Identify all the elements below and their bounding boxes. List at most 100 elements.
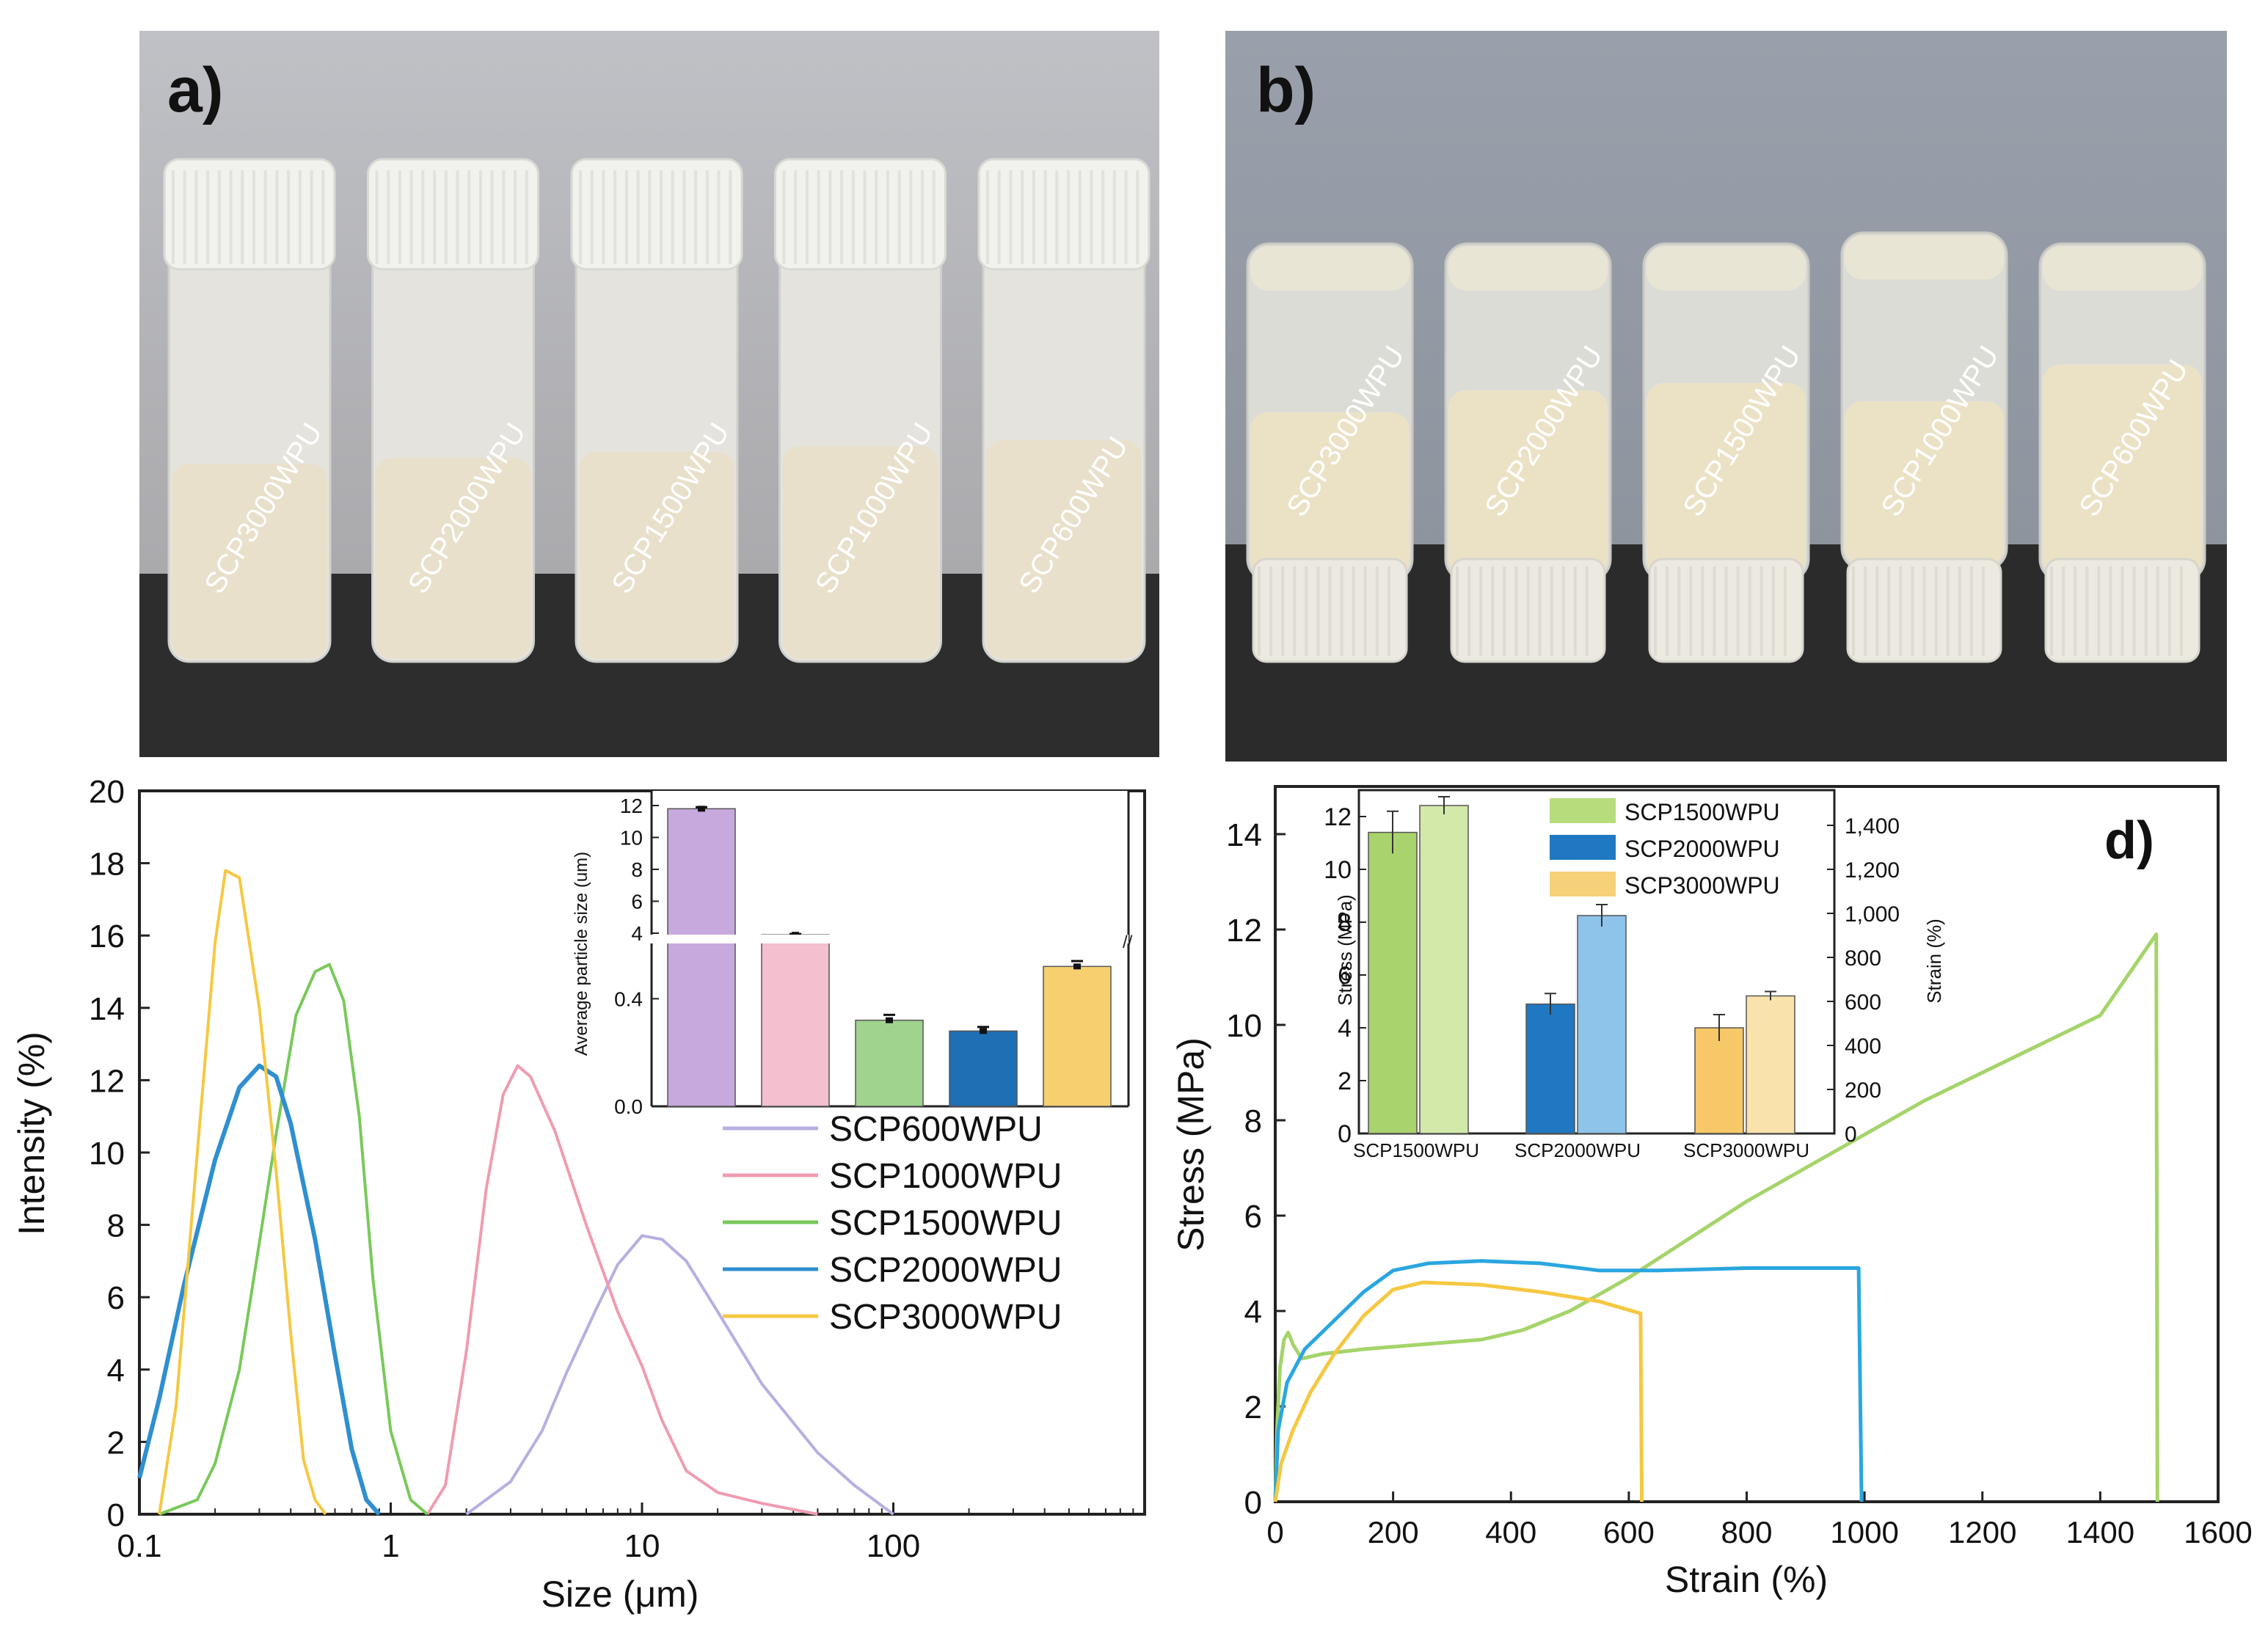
legend-label: SCP1000WPU	[829, 1157, 1062, 1196]
inset-bar	[667, 808, 736, 1107]
inset-bar	[761, 934, 830, 1107]
vial-liquid	[1647, 383, 1806, 577]
inset-category-label: SCP2000WPU	[1514, 1139, 1641, 1161]
y-tick-label: 2	[107, 1425, 125, 1461]
x-tick-label: 1200	[1948, 1515, 2016, 1549]
vial-film	[2043, 247, 2202, 291]
inset-bar-strain	[1577, 915, 1627, 1134]
y-tick-label: 12	[1226, 913, 1262, 949]
series-line-scp2000wpu	[137, 1063, 382, 1516]
chart-c-inset: 0.0 0.4 4 6 8 10 12 // Average particle size (…	[572, 791, 1133, 1118]
photo-panel-a: SCP3000WPU SCP2000WPU SCP1500WPU SCP1000WPU…	[139, 31, 1159, 757]
y-tick-label: 20	[89, 774, 125, 810]
x-tick-label: 200	[1368, 1515, 1419, 1549]
vial: SCP1000WPU	[1840, 231, 2008, 663]
legend-label: SCP600WPU	[829, 1110, 1043, 1149]
legend-label: SCP1500WPU	[829, 1204, 1062, 1243]
y-tick-label: 4	[107, 1353, 125, 1389]
inset-y-tick-label-right: 800	[1845, 946, 1881, 971]
vial-liquid	[579, 452, 734, 659]
inset-y-tick-label: 0.4	[614, 987, 643, 1010]
chart-c-xlabel: Size (μm)	[542, 1574, 699, 1615]
inset-bar-stress	[1525, 1003, 1575, 1134]
legend-label: SCP3000WPU	[829, 1298, 1062, 1337]
inset-bar-stress	[1368, 831, 1418, 1134]
vial-liquid	[1448, 390, 1608, 577]
photo-panel-b: SCP3000WPU SCP2000WPU SCP1500WPU SCP1000WPU…	[1225, 31, 2227, 762]
panel-label-a: a)	[167, 55, 223, 125]
vial: SCP600WPU	[977, 158, 1151, 663]
vial: SCP1000WPU	[774, 158, 947, 663]
chart-c: 0 2 4 6 8 10 12 14 16 18 20 0.1 1 10 100 SCP600WPU SCP…	[11, 774, 1146, 1615]
vial-film	[1647, 247, 1806, 291]
vial-liquid	[172, 464, 327, 659]
vial: SCP3000WPU	[163, 158, 336, 663]
inset-y-tick-label-right: 1,400	[1845, 814, 1900, 839]
y-tick-label: 10	[89, 1136, 125, 1172]
vial-film	[1250, 247, 1410, 291]
x-tick-label: 10	[624, 1528, 660, 1564]
inset-y-tick-label: 8	[631, 858, 643, 881]
inset-y-tick-label: 10	[620, 827, 643, 850]
vial-film	[1448, 247, 1608, 291]
inset-y-tick-label: 6	[631, 891, 643, 913]
inset-y-tick-label: 4	[631, 922, 643, 945]
inset-y-tick-label-left: 6	[1338, 962, 1352, 990]
inset-legend-swatch	[1550, 798, 1616, 823]
x-tick-label: 1	[382, 1528, 399, 1564]
inset-bar	[949, 1030, 1018, 1107]
vials-photo-a: SCP3000WPU SCP2000WPU SCP1500WPU SCP1000WPU…	[139, 31, 1159, 757]
inset-y-tick-label-right: 0	[1845, 1122, 1857, 1147]
vial-liquid	[986, 440, 1142, 659]
vial: SCP3000WPU	[1246, 242, 1414, 663]
y-tick-label: 14	[1226, 817, 1262, 853]
inset-legend-label: SCP2000WPU	[1625, 836, 1780, 862]
x-tick-label: 0.1	[117, 1528, 161, 1564]
inset-y-tick-label-left: 0	[1338, 1120, 1352, 1148]
vial: SCP2000WPU	[367, 158, 539, 663]
y-tick-label: 6	[107, 1280, 125, 1316]
vial: SCP1500WPU	[1642, 242, 1810, 663]
inset-y-tick-label-right: 600	[1845, 990, 1881, 1015]
chart-d-inset: 0 2 4 6 8 10 12 0 200 400 600 800 1,000 1,200 1,400 S…	[1324, 789, 1945, 1161]
x-tick-label: 100	[867, 1528, 920, 1564]
inset-d-ylabel-right: Strain (%)	[1923, 919, 1945, 1004]
inset-mean-marker	[886, 1017, 893, 1023]
inset-c-ylabel: Average particle size (um)	[572, 852, 591, 1056]
series-line-scp2000wpu	[1273, 1259, 1864, 1502]
inset-bar	[1043, 965, 1112, 1107]
vial-liquid	[1250, 412, 1410, 577]
inset-y-tick-label: 0.0	[614, 1095, 643, 1118]
inset-mean-marker	[1073, 963, 1081, 970]
inset-bar-stress	[1694, 1027, 1744, 1134]
x-tick-label: 1000	[1830, 1515, 1898, 1549]
x-tick-label: 400	[1485, 1515, 1536, 1549]
x-tick-label: 1600	[2184, 1515, 2252, 1549]
vial-liquid	[1845, 401, 2004, 566]
inset-y-tick-label-right: 1,200	[1845, 858, 1900, 883]
vial: SCP600WPU	[2038, 242, 2206, 663]
y-tick-label: 10	[1226, 1008, 1262, 1044]
panel-label-d: d)	[2104, 811, 2154, 870]
vials-photo-b: SCP3000WPU SCP2000WPU SCP1500WPU SCP1000WPU…	[1225, 31, 2227, 762]
y-tick-label: 12	[89, 1063, 125, 1099]
panel-label-b: b)	[1256, 55, 1316, 125]
chart-d-ylabel: Stress (MPa)	[1170, 1037, 1211, 1252]
series-line-scp1500wpu	[1273, 932, 2159, 1502]
y-tick-label: 6	[1244, 1199, 1262, 1235]
inset-d-ylabel-left: Stress (MPa)	[1334, 894, 1356, 1006]
x-tick-label: 600	[1603, 1515, 1655, 1549]
chart-c-ylabel: Intensity (%)	[11, 1031, 52, 1235]
series-line-scp1500wpu	[158, 963, 429, 1516]
x-tick-label: 1400	[2066, 1515, 2134, 1549]
inset-legend-swatch	[1550, 835, 1616, 860]
vial: SCP2000WPU	[1444, 242, 1612, 663]
chart-d-xlabel: Strain (%)	[1665, 1559, 1828, 1600]
x-tick-label: 800	[1721, 1515, 1772, 1549]
inset-mean-marker	[698, 806, 705, 812]
vial-liquid	[2043, 365, 2202, 577]
vial-liquid	[375, 458, 531, 659]
inset-y-tick-label-left: 12	[1324, 803, 1352, 831]
inset-legend-label: SCP1500WPU	[1625, 799, 1780, 825]
